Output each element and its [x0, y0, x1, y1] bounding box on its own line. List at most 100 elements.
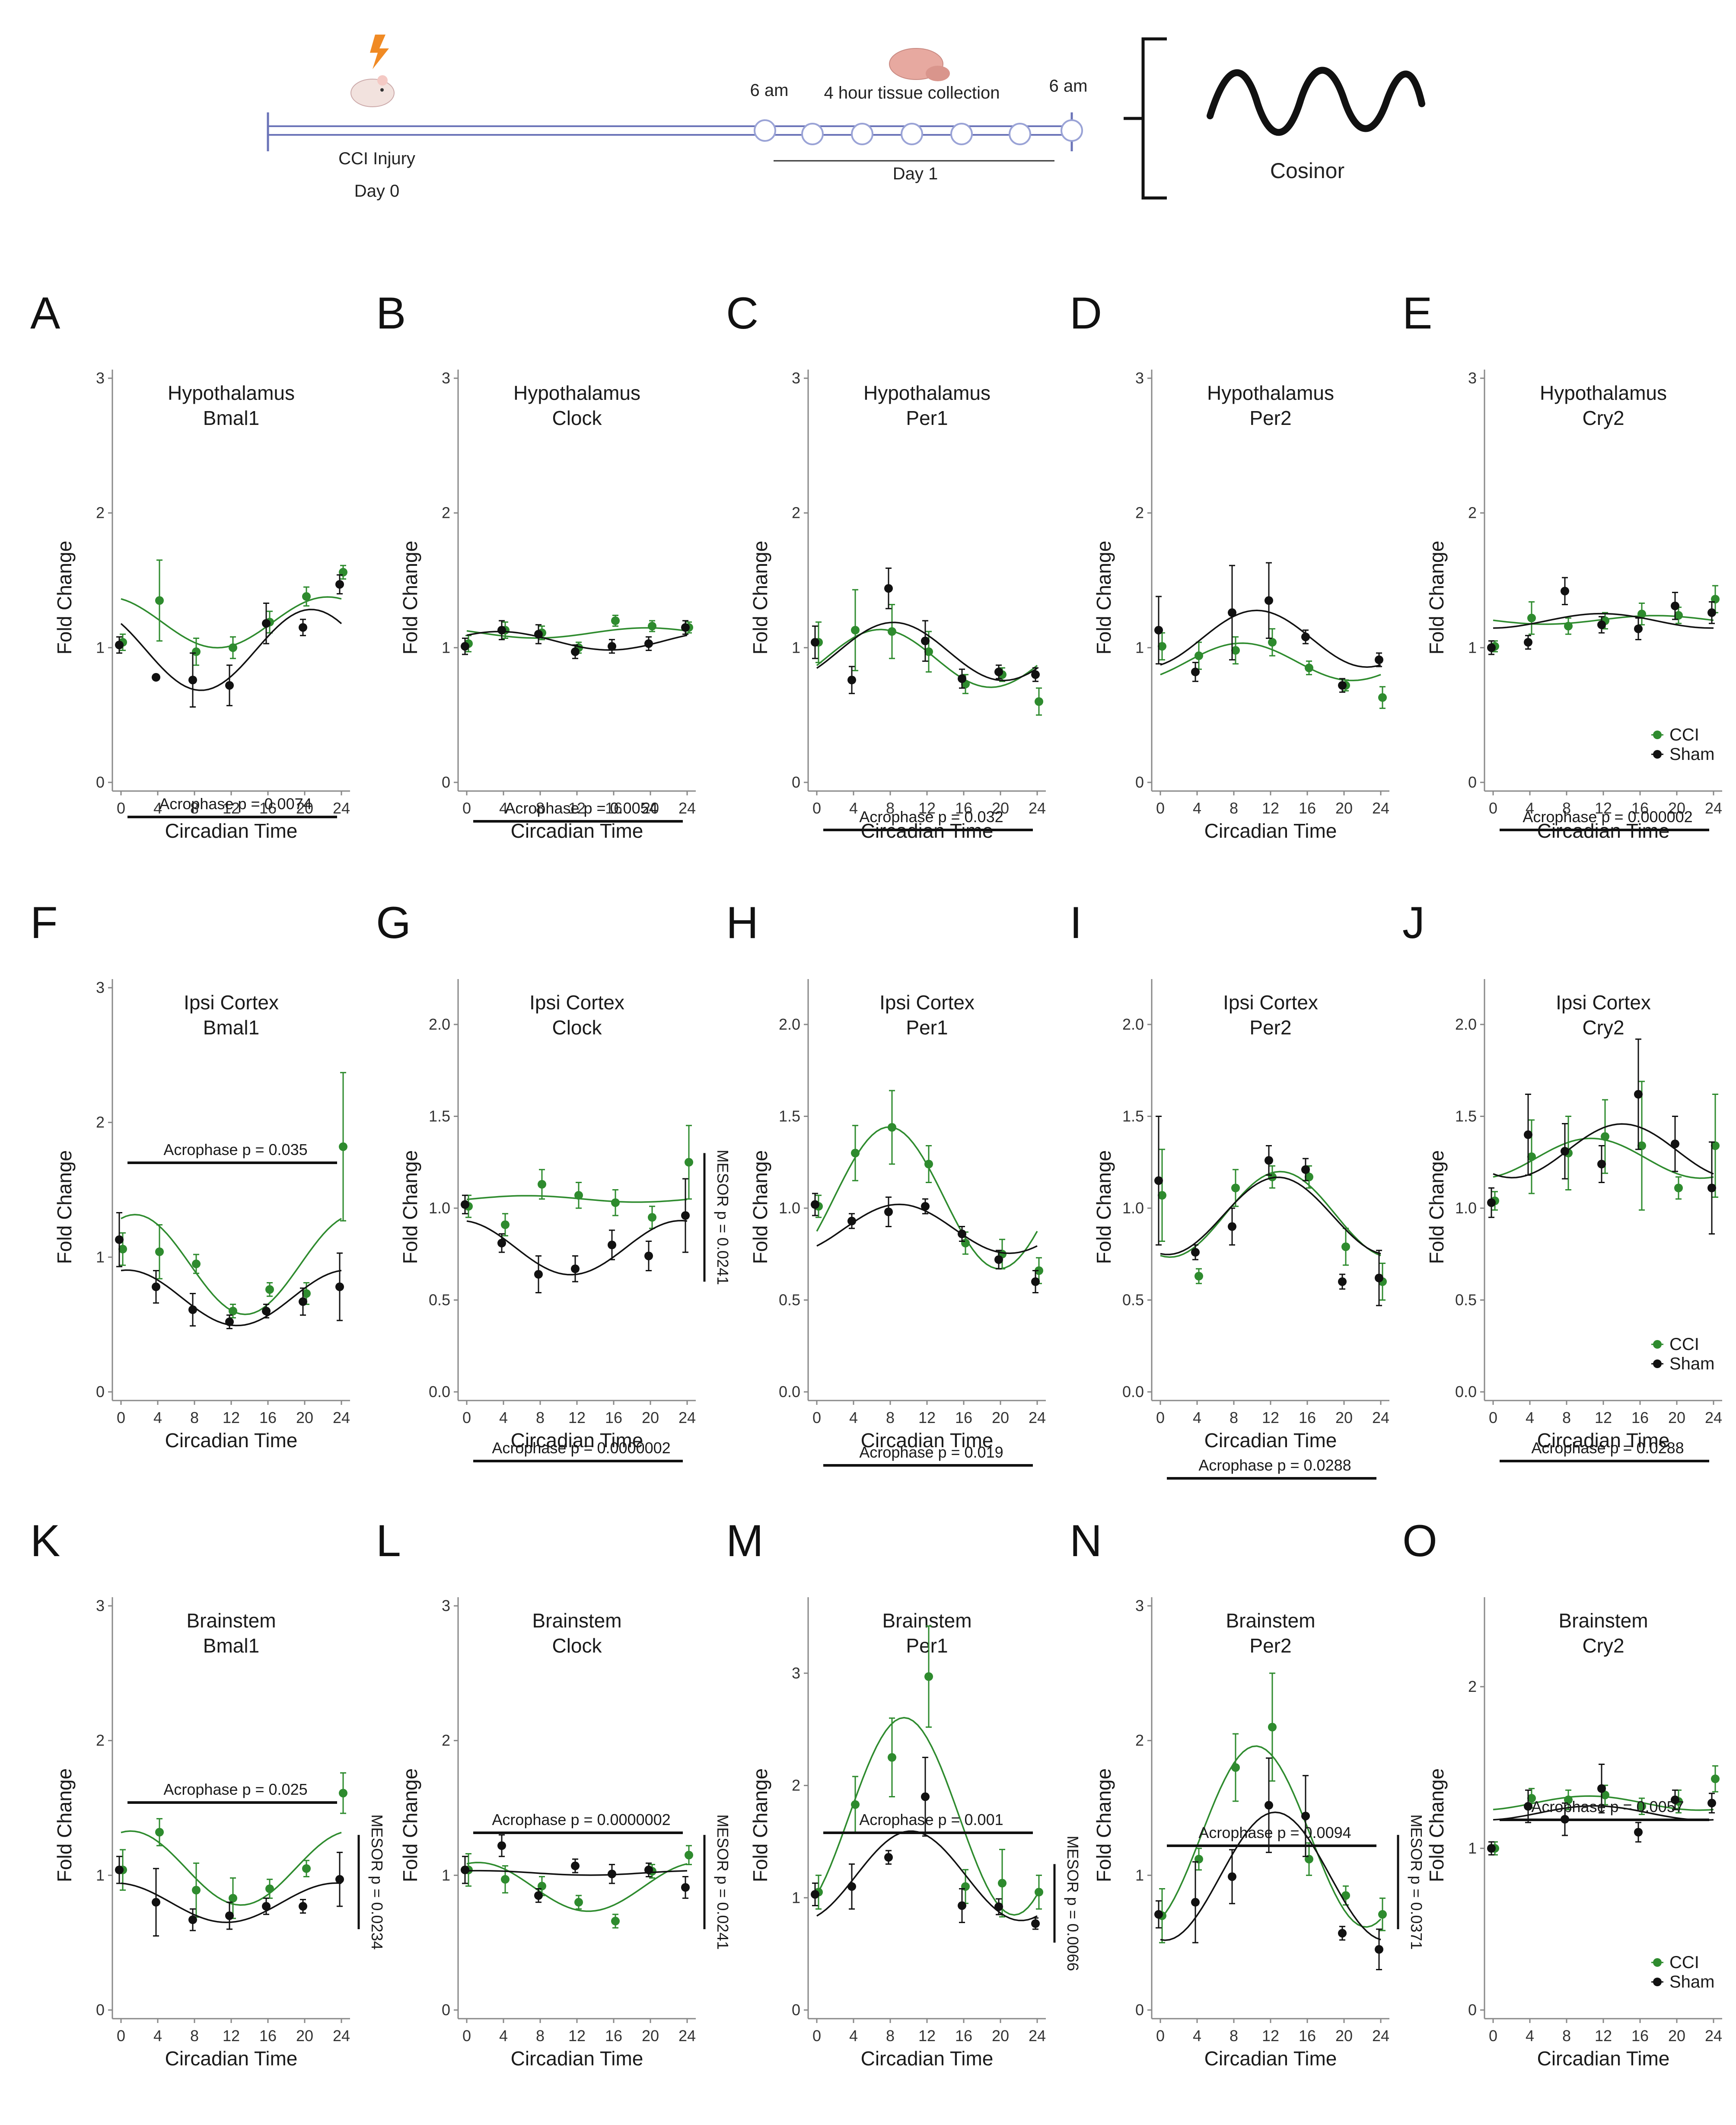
timeline-end-time: 6 am: [1049, 77, 1088, 96]
y-tick-label: 2: [442, 1732, 450, 1749]
x-tick-label: 16: [605, 1409, 622, 1426]
y-axis-label: Fold Change: [749, 541, 771, 654]
y-axis-label: Fold Change: [749, 1150, 771, 1264]
x-tick-label: 12: [223, 799, 240, 817]
x-tick-label: 12: [1595, 2027, 1612, 2045]
panel-title-line1: Brainstem: [186, 1609, 276, 1632]
panel-letter: H: [726, 898, 758, 948]
panel-title-line1: Hypothalamus: [863, 382, 991, 404]
data-point: [1158, 642, 1166, 651]
y-tick-label: 2: [1135, 1732, 1144, 1749]
x-tick-label: 8: [536, 2027, 545, 2045]
y-tick-label: 3: [442, 369, 450, 387]
data-point: [229, 1307, 237, 1315]
data-point: [1191, 667, 1200, 676]
fit-curve-sham: [816, 1830, 1038, 1921]
data-point: [644, 1865, 653, 1874]
data-point: [335, 1875, 344, 1884]
x-tick-label: 16: [1631, 2027, 1649, 2045]
brain-illustration: [889, 48, 950, 81]
data-point: [262, 619, 271, 628]
x-tick-label: 24: [1029, 1409, 1046, 1426]
data-point: [1231, 1763, 1240, 1772]
lightning-bolt-icon: [370, 35, 389, 69]
sample-circle-6: [1009, 123, 1031, 145]
sample-circle-1: [754, 119, 776, 142]
x-tick-label: 0: [117, 799, 125, 817]
data-point: [1228, 1872, 1236, 1881]
panel-title-line1: Brainstem: [1558, 1609, 1648, 1632]
data-point: [888, 627, 896, 636]
fit-curve-cci: [121, 1830, 342, 1906]
data-point: [994, 1902, 1003, 1911]
data-point: [1634, 624, 1643, 633]
data-point: [681, 1883, 690, 1892]
data-point: [302, 592, 311, 601]
sample-circles: [754, 119, 1083, 145]
x-tick-label: 4: [849, 1409, 858, 1426]
data-point: [924, 647, 933, 656]
y-tick-label: 3: [792, 369, 800, 387]
acrophase-label: Acrophase p = 0.0288: [1198, 1456, 1351, 1474]
data-point: [1031, 1919, 1040, 1928]
x-tick-label: 12: [568, 2027, 586, 2045]
data-point: [1031, 1277, 1040, 1286]
data-point: [1341, 1891, 1350, 1900]
cosinor-label: Cosinor: [1270, 159, 1344, 183]
data-point: [924, 1672, 933, 1681]
data-point: [1191, 1248, 1200, 1257]
x-tick-label: 4: [1193, 2027, 1201, 2045]
x-tick-label: 12: [918, 1409, 936, 1426]
x-tick-label: 0: [1156, 1409, 1165, 1426]
y-tick-label: 2: [96, 1732, 105, 1749]
data-point: [681, 1211, 690, 1220]
data-point: [188, 1305, 197, 1314]
panel-letter: A: [30, 288, 61, 338]
panel-letter: C: [726, 288, 758, 338]
data-point: [1671, 1139, 1679, 1149]
x-tick-label: 0: [812, 1409, 821, 1426]
x-tick-label: 20: [1668, 2027, 1685, 2045]
data-point: [1154, 1176, 1163, 1185]
panel-title-line1: Hypothalamus: [1540, 382, 1667, 404]
panel-title-line2: Clock: [552, 1634, 602, 1657]
x-tick-label: 12: [918, 799, 936, 817]
data-point: [152, 1282, 160, 1291]
data-point: [461, 642, 469, 651]
y-tick-label: 1.5: [429, 1107, 450, 1125]
data-point: [1194, 651, 1203, 660]
y-axis-label: Fold Change: [1425, 1768, 1448, 1882]
x-tick-label: 0: [117, 2027, 125, 2045]
x-tick-label: 8: [190, 799, 199, 817]
data-point: [1338, 1929, 1347, 1938]
data-point: [155, 1247, 164, 1256]
acrophase-label: Acrophase p = 0.0054: [505, 799, 657, 817]
data-point: [1228, 608, 1236, 617]
mouse-illustration: [350, 35, 395, 107]
data-point: [1158, 1191, 1166, 1200]
data-point: [1301, 632, 1310, 641]
data-point: [461, 1865, 469, 1874]
data-point: [644, 1251, 653, 1260]
series-sham: [1154, 562, 1383, 693]
y-tick-label: 1.5: [1455, 1107, 1477, 1125]
x-tick-label: 16: [1631, 799, 1649, 817]
series-sham: [1487, 1764, 1716, 1856]
y-tick-label: 0.0: [1122, 1383, 1144, 1401]
legend-sham-label: Sham: [1669, 745, 1715, 764]
data-point: [608, 1870, 616, 1879]
data-point: [811, 1200, 819, 1209]
panel-letter: N: [1070, 1516, 1102, 1566]
data-point: [884, 584, 893, 593]
x-tick-label: 24: [678, 799, 696, 817]
x-axis-label: Circadian Time: [511, 1429, 643, 1452]
x-tick-label: 12: [223, 2027, 240, 2045]
data-point: [648, 1213, 656, 1222]
panel-letter: G: [376, 898, 411, 948]
